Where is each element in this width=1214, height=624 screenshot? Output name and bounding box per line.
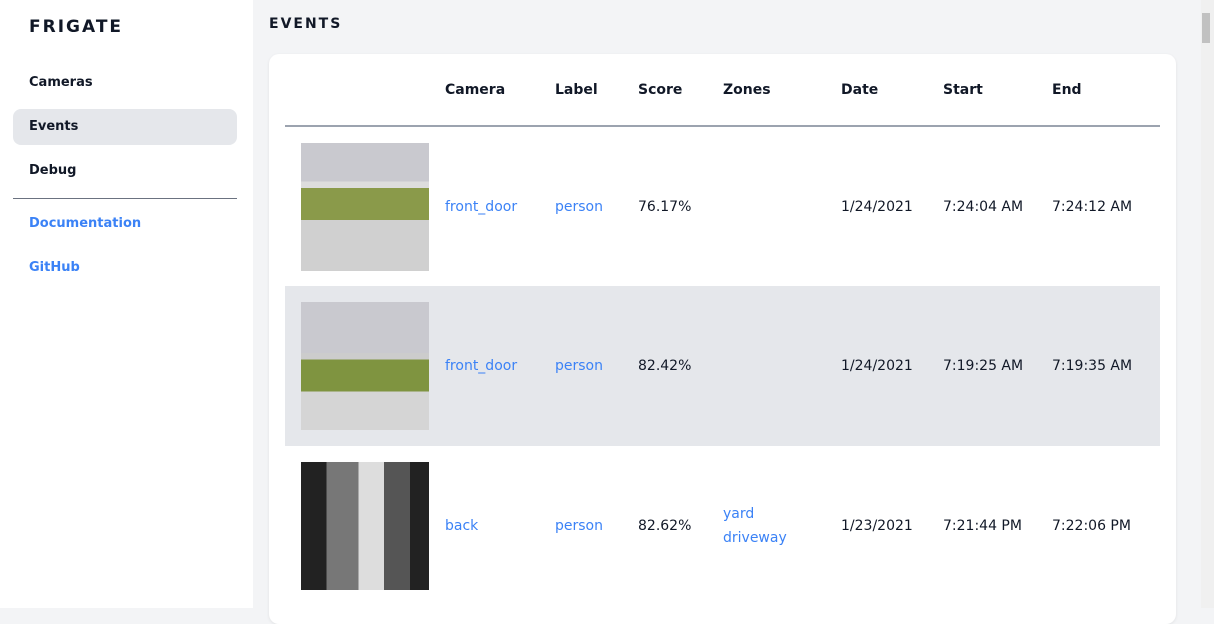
score: 82.62% xyxy=(638,518,692,534)
start-time: 7:19:25 AM xyxy=(943,286,1052,446)
zones-cell xyxy=(723,286,841,446)
col-date: Date xyxy=(841,54,943,127)
end-time: 7:22:06 PM xyxy=(1052,518,1131,534)
col-thumbnail xyxy=(285,54,445,127)
label-link[interactable]: person xyxy=(555,518,603,534)
col-zones: Zones xyxy=(723,54,841,127)
end-time: 7:19:35 AM xyxy=(1052,286,1160,446)
date: 1/23/2021 xyxy=(841,518,913,534)
col-end: End xyxy=(1052,54,1160,127)
label-link[interactable]: person xyxy=(555,198,603,215)
event-row[interactable]: front_door person 76.17% 1/24/2021 7:24:… xyxy=(285,126,1160,286)
nav-events[interactable]: Events xyxy=(13,109,237,145)
col-label: Label xyxy=(555,54,638,127)
score: 82.42% xyxy=(638,286,723,446)
link-documentation[interactable]: Documentation xyxy=(29,216,142,231)
date: 1/24/2021 xyxy=(841,286,943,446)
scrollbar-thumb[interactable] xyxy=(1202,13,1210,43)
zones-cell xyxy=(723,126,841,286)
sidebar-divider xyxy=(13,198,237,199)
camera-link[interactable]: front_door xyxy=(445,198,518,215)
camera-link[interactable]: back xyxy=(445,518,479,534)
thumbnail-cell xyxy=(285,446,445,606)
nav-debug[interactable]: Debug xyxy=(29,163,77,178)
label-link[interactable]: person xyxy=(555,286,638,446)
start-time: 7:24:04 AM xyxy=(943,198,1024,215)
nav-cameras[interactable]: Cameras xyxy=(29,75,93,90)
scrollbar[interactable] xyxy=(1201,0,1214,608)
event-thumbnail[interactable] xyxy=(301,302,429,430)
date: 1/24/2021 xyxy=(841,198,913,215)
col-score: Score xyxy=(638,54,723,127)
camera-link[interactable]: front_door xyxy=(445,286,555,446)
brand-logo: FRIGATE xyxy=(29,17,124,37)
end-time: 7:24:12 AM xyxy=(1052,198,1133,215)
events-table: Camera Label Score Zones Date Start End … xyxy=(285,54,1160,606)
page-title: EVENTS xyxy=(269,16,343,32)
col-start: Start xyxy=(943,54,1052,127)
start-time: 7:21:44 PM xyxy=(943,518,1022,534)
event-thumbnail[interactable] xyxy=(301,462,429,590)
thumbnail-cell xyxy=(285,286,445,446)
col-camera: Camera xyxy=(445,54,555,127)
sidebar: FRIGATE Cameras Events Debug Documentati… xyxy=(0,0,253,608)
score: 76.17% xyxy=(638,198,692,215)
zone-link[interactable]: yard xyxy=(723,506,755,522)
event-row[interactable]: front_door person 82.42% 1/24/2021 7:19:… xyxy=(285,286,1160,446)
events-card: Camera Label Score Zones Date Start End … xyxy=(269,54,1176,624)
link-github[interactable]: GitHub xyxy=(29,260,80,275)
event-row[interactable]: back person 82.62% yard driveway 1/23/202… xyxy=(285,446,1160,606)
zones-cell: yard driveway xyxy=(723,446,841,606)
zone-link[interactable]: driveway xyxy=(723,530,787,546)
thumbnail-cell xyxy=(285,126,445,286)
event-thumbnail[interactable] xyxy=(301,142,429,271)
